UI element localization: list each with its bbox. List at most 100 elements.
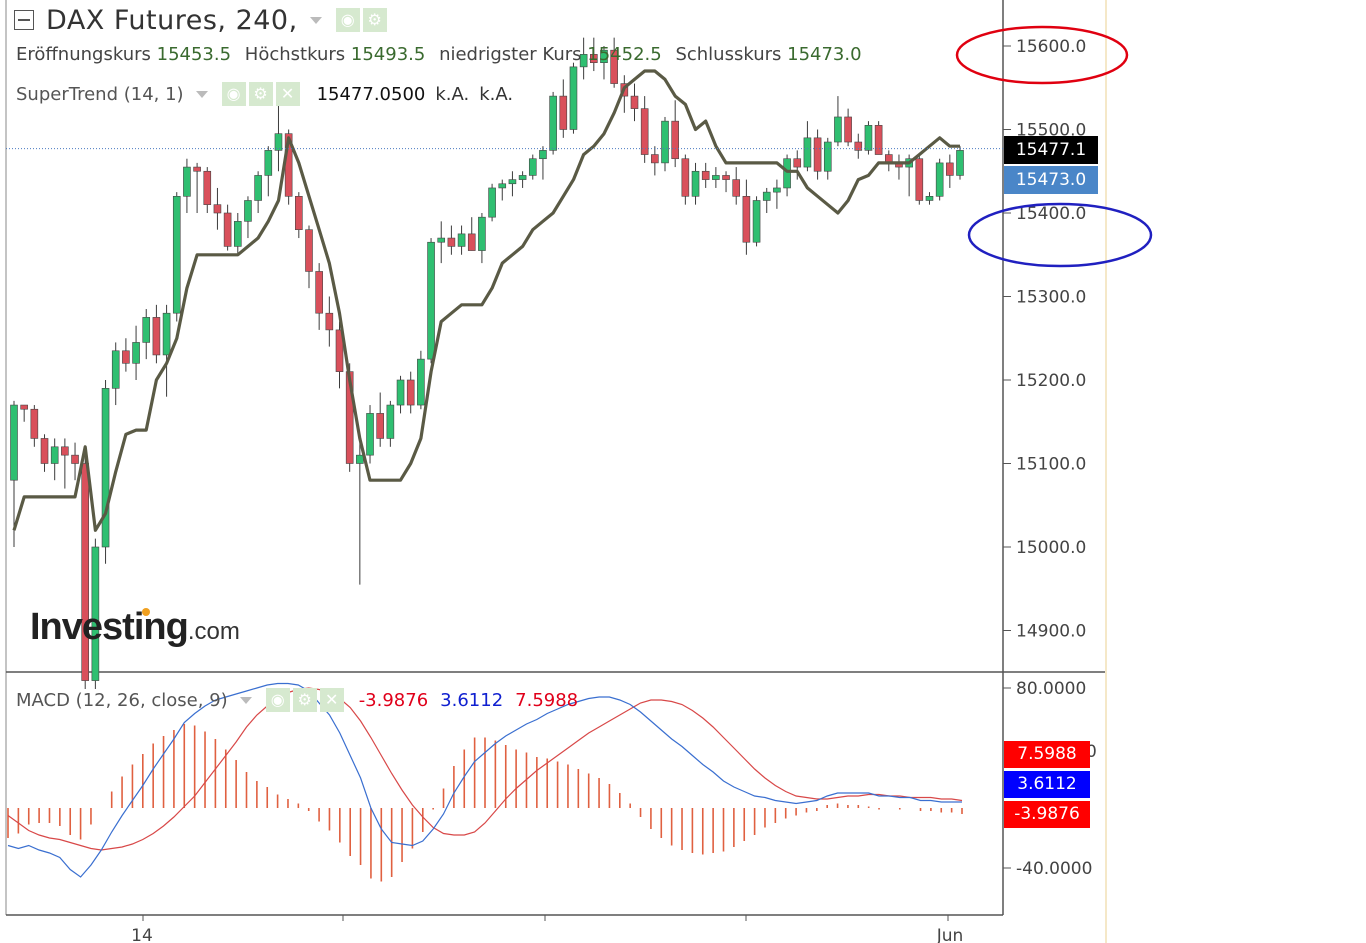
candle <box>488 183 496 222</box>
visibility-icon[interactable]: ◉ <box>335 8 360 32</box>
macd-axis-ticks: 80.0000 -40.0000 <box>1003 679 1092 879</box>
candle-body <box>142 317 151 343</box>
candle-body <box>20 404 28 410</box>
candle <box>325 296 334 347</box>
candles <box>10 37 964 689</box>
candle-body <box>488 187 496 218</box>
candle <box>50 438 59 481</box>
candle <box>40 434 49 472</box>
candle-body <box>101 388 110 548</box>
candle-body <box>152 317 161 356</box>
candle <box>478 213 486 264</box>
candle-body <box>193 166 201 172</box>
price-tick-label: 15100.0 <box>1016 455 1086 475</box>
candle-body <box>925 196 934 201</box>
annotation-ellipse-blue <box>967 202 1153 268</box>
candle-body <box>508 179 517 185</box>
candle-body <box>30 408 39 439</box>
candle-body <box>132 342 140 364</box>
high-value: 15493.5 <box>350 44 426 65</box>
time-axis-ticks: 14 Jun <box>131 915 963 943</box>
candle-body <box>773 187 781 193</box>
close-icon[interactable]: ✕ <box>275 82 300 106</box>
candle-body <box>874 125 883 155</box>
candle-body <box>569 66 578 130</box>
candle-body <box>844 116 852 143</box>
candle <box>81 455 90 689</box>
price-axis-ticks: 15600.0 15500.0 15400.0 15300.0 15200.0 15100… <box>1003 37 1086 642</box>
candle-body <box>203 170 212 205</box>
time-label-jun: Jun <box>936 926 964 943</box>
candle <box>295 192 303 239</box>
candle <box>651 146 659 176</box>
candle <box>884 150 893 172</box>
low-value: 15452.5 <box>587 44 662 65</box>
annotation-ellipse-red <box>955 25 1129 85</box>
macd-signal-value: 7.5988 <box>515 689 579 711</box>
candle <box>752 196 761 247</box>
gear-icon[interactable]: ⚙ <box>362 8 387 32</box>
candle <box>142 309 151 360</box>
candle <box>437 221 446 264</box>
candle-body <box>335 329 344 372</box>
close-price-tag: 15473.0 <box>1004 166 1098 194</box>
macd-signal-line <box>7 687 963 851</box>
chevron-down-icon[interactable] <box>195 90 208 98</box>
close-icon[interactable]: ✕ <box>319 688 344 712</box>
gear-icon[interactable]: ⚙ <box>248 82 273 106</box>
price-tick-label: 15200.0 <box>1016 371 1086 391</box>
candle <box>508 171 517 197</box>
candle-body <box>40 438 49 464</box>
candle-body <box>71 454 79 464</box>
candle-body <box>162 312 171 356</box>
candle <box>915 154 924 205</box>
supertrend-line <box>12 69 960 532</box>
candle-body <box>366 413 374 456</box>
candle <box>71 442 79 481</box>
candle <box>498 179 507 201</box>
candle-body <box>864 125 873 151</box>
supertrend-legend[interactable]: SuperTrend (14, 1) ◉ ⚙ ✕ 15477.0500 k.A.… <box>16 82 513 106</box>
gear-icon[interactable]: ⚙ <box>292 688 317 712</box>
visibility-icon[interactable]: ◉ <box>221 82 246 106</box>
candle-body <box>742 196 751 243</box>
candle-body <box>10 404 18 481</box>
candle-body <box>233 221 242 247</box>
macd-main-line <box>7 682 962 878</box>
visibility-icon[interactable]: ◉ <box>265 688 290 712</box>
collapse-icon[interactable] <box>14 10 34 30</box>
candle <box>640 96 649 163</box>
macd-signal-tag: 7.5988 <box>1004 741 1090 768</box>
macd-line-value: 3.6112 <box>440 689 504 711</box>
candle <box>661 116 669 172</box>
candle-body <box>803 137 812 168</box>
chevron-down-icon[interactable] <box>239 696 252 704</box>
macd-legend[interactable]: MACD (12, 26, close, 9) ◉ ⚙ ✕ -3.9876 3.… <box>16 688 578 712</box>
candle <box>946 154 954 188</box>
candle <box>152 304 161 364</box>
open-label: Eröffnungskurs <box>16 44 151 65</box>
candle-body <box>579 54 588 68</box>
close-value: 15473.0 <box>787 44 862 65</box>
last-price-tag: 15477.1 <box>1004 136 1098 164</box>
candle-body <box>752 200 761 243</box>
candle-body <box>762 191 771 201</box>
candle <box>762 187 771 213</box>
candle-body <box>691 170 700 197</box>
chevron-down-icon[interactable] <box>309 16 322 24</box>
candle <box>559 79 568 138</box>
supertrend-na-2: k.A. <box>479 83 514 105</box>
macd-hist-tag: -3.9876 <box>1004 801 1090 828</box>
candle-body <box>671 120 679 160</box>
candle-body <box>610 49 618 84</box>
candle-body <box>244 200 252 222</box>
candle <box>132 325 140 380</box>
candle-body <box>559 95 568 130</box>
candle-body <box>590 54 598 63</box>
supertrend-value: 15477.0500 <box>316 83 426 105</box>
candle <box>467 217 476 251</box>
candle <box>712 167 720 188</box>
candle-body <box>417 358 425 406</box>
candle-body <box>823 141 832 172</box>
